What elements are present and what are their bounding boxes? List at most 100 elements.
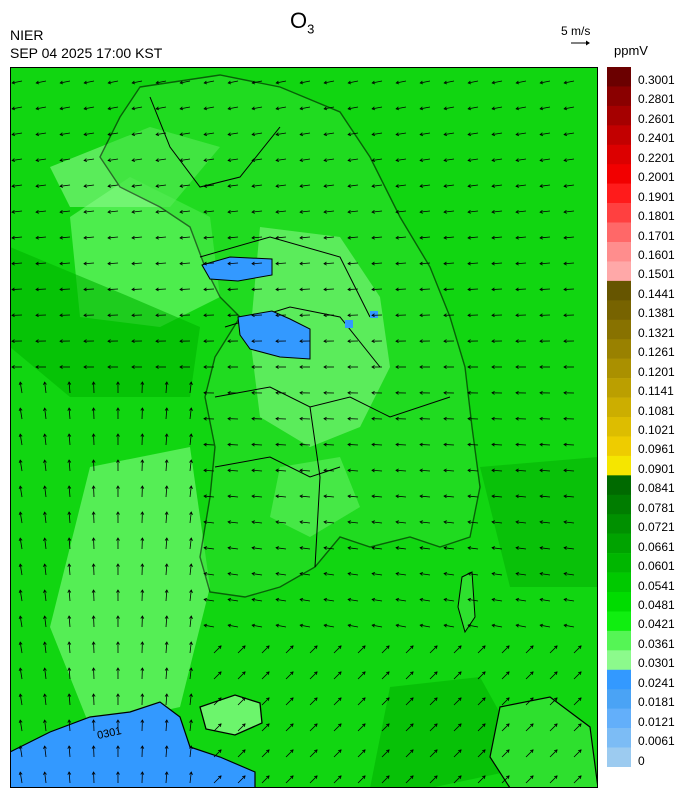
- wind-vector: [467, 444, 479, 446]
- wind-vector: [276, 210, 287, 213]
- wind-vector: [156, 158, 167, 161]
- wind-vector: [372, 106, 383, 110]
- wind-vector: [468, 210, 479, 213]
- wind-vector: [204, 184, 215, 187]
- wind-vector: [563, 262, 575, 265]
- wind-vector-head: [395, 158, 400, 162]
- wind-vector: [444, 236, 455, 239]
- wind-vector-head: [458, 645, 462, 649]
- wind-vector: [84, 132, 95, 136]
- wind-vector: [132, 236, 143, 239]
- colorbar-tick-label: 0.0901: [638, 461, 675, 476]
- wind-vector-head: [83, 209, 87, 214]
- wind-vector: [204, 132, 215, 136]
- wind-vector-head: [227, 132, 232, 137]
- wind-vector: [395, 262, 407, 265]
- wind-vector-head: [323, 390, 327, 395]
- colorbar-tick-label: 0.0541: [638, 578, 675, 593]
- wind-vector-head: [107, 365, 111, 369]
- wind-vector: [68, 720, 71, 732]
- wind-vector-head: [83, 80, 88, 85]
- wind-vector-head: [338, 697, 342, 701]
- wind-vector: [276, 521, 287, 524]
- wind-vector-head: [251, 209, 255, 214]
- wind-vector: [564, 495, 575, 498]
- wind-vector-head: [443, 442, 447, 447]
- wind-vector: [309, 749, 318, 758]
- wind-vector-head: [563, 132, 568, 137]
- wind-vector-head: [539, 313, 543, 318]
- wind-vector-head: [67, 537, 72, 541]
- agency-label: NIER: [10, 27, 44, 43]
- wind-vector: [468, 521, 479, 524]
- wind-vector-head: [131, 365, 135, 369]
- wind-vector: [429, 697, 438, 706]
- wind-vector: [180, 106, 191, 110]
- wind-vector-head: [242, 723, 246, 727]
- wind-vector: [372, 495, 383, 498]
- wind-vector: [60, 132, 71, 136]
- wind-vector: [213, 723, 222, 732]
- wind-vector-head: [11, 365, 15, 369]
- wind-vector: [68, 382, 71, 394]
- wind-vector: [300, 236, 311, 239]
- wind-vector: [165, 538, 168, 550]
- wind-vector: [189, 460, 192, 472]
- wind-vector-head: [275, 158, 280, 162]
- wind-vector-head: [347, 209, 351, 214]
- land-light-south: [270, 457, 360, 537]
- wind-vector: [252, 573, 263, 576]
- wind-vector: [419, 469, 431, 472]
- wind-vector: [213, 749, 222, 758]
- colorbar-tick-label: 0.1021: [638, 423, 675, 437]
- wind-vector: [60, 210, 71, 213]
- colorbar-tick-label: 0.0061: [638, 734, 675, 749]
- wind-vector-head: [203, 339, 207, 344]
- wind-vector-head: [275, 184, 279, 188]
- colorbar-swatch: [607, 358, 631, 379]
- wind-vector: [156, 132, 167, 136]
- wind-vector-head: [419, 365, 423, 369]
- wind-vector-head: [443, 158, 448, 162]
- wind-vector: [348, 495, 359, 498]
- wind-vector-head: [179, 132, 184, 137]
- wind-vector-head: [67, 589, 72, 593]
- wind-vector: [300, 573, 311, 576]
- wind-vector: [68, 772, 71, 784]
- wind-vector-head: [371, 520, 375, 525]
- wind-vector-head: [290, 723, 294, 727]
- wind-vector: [324, 236, 335, 239]
- wind-vector: [516, 132, 527, 136]
- wind-vector-head: [155, 80, 160, 85]
- wind-vector: [563, 288, 575, 290]
- wind-vector-head: [347, 494, 351, 499]
- wind-vector: [189, 642, 192, 654]
- wind-vector: [68, 460, 71, 472]
- wind-vector: [228, 521, 239, 524]
- wind-vector: [453, 645, 462, 654]
- wind-vector: [165, 590, 168, 602]
- wind-vector-head: [482, 723, 486, 727]
- wind-vector-head: [419, 468, 423, 473]
- wind-vector-head: [227, 339, 231, 344]
- wind-vector-head: [419, 390, 423, 395]
- wind-vector-head: [227, 235, 231, 240]
- wind-vector-head: [275, 80, 280, 85]
- wind-vector-head: [515, 132, 520, 137]
- colorbar-tick-label: 0.1261: [638, 345, 675, 360]
- wind-vector-head: [35, 80, 40, 85]
- colorbar-tick-label: 0.0721: [638, 520, 675, 535]
- wind-vector: [180, 80, 191, 84]
- wind-vector-head: [43, 485, 47, 489]
- wind-vector-head: [467, 468, 471, 473]
- wind-vector-head: [91, 771, 96, 775]
- wind-vector-head: [59, 132, 64, 137]
- wind-vector-head: [419, 572, 424, 576]
- wind-vector: [189, 486, 192, 498]
- wind-vector: [323, 469, 335, 472]
- wind-vector-head: [140, 433, 145, 437]
- wind-vector-head: [443, 339, 447, 344]
- wind-vector: [275, 444, 287, 446]
- colorbar-swatch: [607, 261, 631, 282]
- wind-vector-head: [539, 261, 543, 266]
